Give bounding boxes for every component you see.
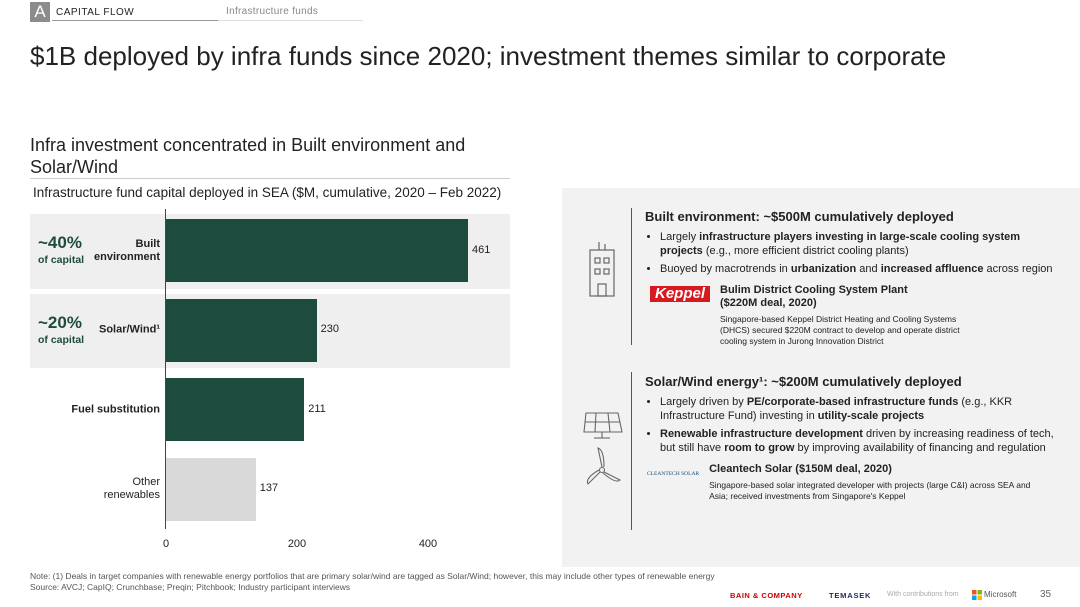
text-run: Bulim District Cooling System Plant xyxy=(720,284,908,296)
text-run: infrastructure players investing in larg… xyxy=(660,231,1021,257)
bullet-list: Largely driven by PE/corporate-based inf… xyxy=(645,395,1065,455)
theme-section: Solar/Wind energy¹: ~$200M cumulatively … xyxy=(645,375,1065,502)
text-run: (e.g., KKR Infrastructure Fund) investin… xyxy=(660,396,1013,422)
section-label: CAPITAL FLOW xyxy=(56,7,135,18)
footnote: Note: (1) Deals in target companies with… xyxy=(30,571,715,581)
text-run: Largely xyxy=(660,231,700,243)
brand: TEMASEK xyxy=(829,591,872,600)
keppel-logo: Keppel xyxy=(650,286,711,302)
category-label: Built environment xyxy=(93,237,160,263)
page-number: 35 xyxy=(1040,589,1052,600)
deal-title: Bulim District Cooling System Plant ($22… xyxy=(720,284,970,310)
divider xyxy=(631,208,632,345)
rule xyxy=(30,178,510,179)
text-run: and xyxy=(856,263,881,275)
bar xyxy=(166,457,256,521)
bullet: Buoyed by macrotrends in urbanization an… xyxy=(660,262,1065,276)
text-run: driven by increasing readiness of tech, … xyxy=(660,428,1054,454)
category-label: Solar/Wind¹ xyxy=(98,323,160,336)
source: Source: AVCJ; CapIQ; Crunchbase; Preqin;… xyxy=(30,582,351,592)
text-run: (e.g., more efficient district cooling p… xyxy=(702,245,909,257)
text-run: PE/corporate-based infrastructure funds xyxy=(746,396,959,408)
text-run: Built environment: ~$500M xyxy=(645,209,811,224)
deal-title: Cleantech Solar ($150M deal, 2020) xyxy=(709,463,1039,476)
ms-logo xyxy=(972,590,982,600)
value-label: 211 xyxy=(308,402,326,415)
text-run: urbanization xyxy=(790,263,857,275)
text-run: cumulatively deployed xyxy=(810,209,954,224)
value-label: 461 xyxy=(471,243,491,256)
deal-box: Bulim District Cooling System Plant ($22… xyxy=(720,284,970,347)
contrib-label: With contributions from xyxy=(887,591,959,598)
section-badge: A xyxy=(30,2,50,22)
x-tick-label: 0 xyxy=(162,538,170,550)
section-heading: Built environment: ~$500M cumulatively d… xyxy=(645,210,1065,224)
value-label: 137 xyxy=(259,482,279,495)
deal-row: CLEANTECH SOLAR Cleantech Solar ($150M de… xyxy=(645,463,1065,502)
text-run: across region xyxy=(983,263,1053,275)
text-run: increased affluence xyxy=(880,263,984,275)
share-value: ~20% xyxy=(38,312,82,332)
axis-line xyxy=(165,209,166,529)
bullet: Renewable infrastructure development dri… xyxy=(660,427,1065,455)
brand: Microsoft xyxy=(984,590,1017,599)
text-run: ($220M deal, 2020) xyxy=(720,297,817,309)
subsection-label: Infrastructure funds xyxy=(226,6,319,17)
deal-description: Singapore-based solar integrated develop… xyxy=(709,480,1031,501)
value-label: 230 xyxy=(320,323,339,336)
panel xyxy=(562,188,1080,567)
rule xyxy=(52,20,218,21)
share-label: of capital xyxy=(38,254,85,266)
bar xyxy=(166,378,305,442)
deal-box: Cleantech Solar ($150M deal, 2020) Singap… xyxy=(709,463,1039,502)
theme-section: Built environment: ~$500M cumulatively d… xyxy=(645,210,1065,347)
text-run: utility-scale projects xyxy=(817,410,925,422)
rule xyxy=(218,20,363,21)
solar-wind-icon xyxy=(583,412,623,485)
text-run: Cleantech Solar xyxy=(709,463,793,475)
x-tick-label: 400 xyxy=(418,538,438,550)
category-label: Other renewables xyxy=(103,476,160,502)
text-run: Renewable infrastructure development xyxy=(660,428,863,440)
text-run: room to grow xyxy=(724,442,795,454)
text-run: Buoyed by macrotrends in xyxy=(660,263,791,275)
cleantech-logo: CLEANTECH SOLAR xyxy=(647,471,700,477)
building-icon xyxy=(589,242,615,297)
bullet: Largely infrastructure players investing… xyxy=(660,230,1065,258)
text-run: ($150M deal, 2020) xyxy=(792,463,892,475)
deal-row: Keppel Bulim District Cooling System Plan… xyxy=(645,284,1065,347)
text-run: cumulatively deployed xyxy=(818,374,962,389)
category-label: Fuel substitution xyxy=(71,403,160,416)
x-tick-label: 200 xyxy=(287,538,307,550)
share-label: of capital xyxy=(38,333,85,346)
chart-title: Infrastructure fund capital deployed in … xyxy=(33,185,502,200)
text-run: Solar/Wind energy¹: ~$200M xyxy=(645,374,819,389)
section-heading: Solar/Wind energy¹: ~$200M cumulatively … xyxy=(645,375,1065,389)
bullet: Largely driven by PE/corporate-based inf… xyxy=(660,395,1065,423)
subtitle: Infra investment concentrated in Built e… xyxy=(30,135,466,177)
slide-title: $1B deployed by infra funds since 2020; … xyxy=(30,41,947,71)
text-run: by improving availability of financing a… xyxy=(794,442,1046,454)
deal-description: Singapore-based Keppel District Heating … xyxy=(720,314,960,346)
share-value: ~40% xyxy=(38,233,82,252)
bar xyxy=(166,219,468,283)
bar xyxy=(166,298,317,362)
text-run: Largely driven by xyxy=(660,396,747,408)
chart: ~40% of capital ~20% of capital 461 Built env… xyxy=(30,209,510,550)
divider xyxy=(631,372,632,530)
brand: BAIN & COMPANY xyxy=(730,591,803,600)
bullet-list: Largely infrastructure players investing… xyxy=(645,230,1065,276)
